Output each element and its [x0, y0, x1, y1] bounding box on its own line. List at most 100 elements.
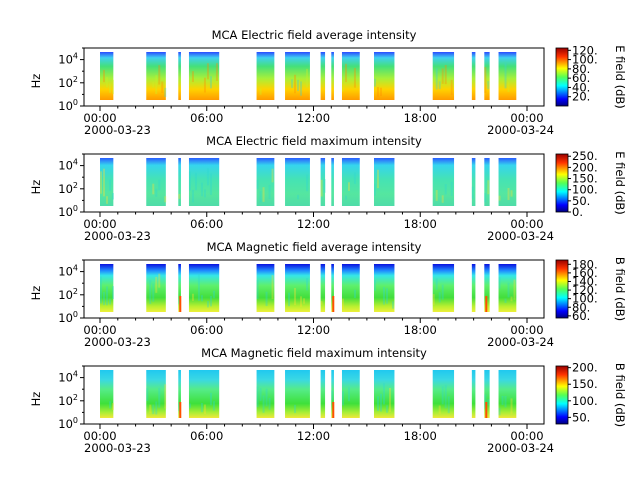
spectrogram-texture: [379, 87, 382, 97]
spectrogram-texture: [438, 81, 441, 90]
x-tick-label: 12:00: [297, 429, 330, 443]
spectrogram-texture: [510, 398, 513, 414]
colorbar-tick-label: 120.: [572, 43, 598, 57]
spectrogram-texture: [271, 168, 274, 183]
spectrogram-texture: [323, 179, 326, 193]
spectrogram-block: [320, 52, 326, 100]
spectrogram-block: [178, 52, 181, 100]
spectrogram-texture: [297, 79, 300, 92]
spectrogram-texture: [152, 404, 155, 415]
y-tick-label: 104: [58, 52, 78, 67]
spectrogram-texture: [197, 274, 200, 301]
spectrogram-block: [341, 158, 360, 206]
x-date-label: 2000-03-23: [84, 123, 151, 137]
spectrogram-block: [471, 264, 476, 312]
colorbar-tick-label: 60.: [572, 71, 590, 85]
chart-title: MCA Magnetic field average intensity: [207, 240, 422, 254]
spectrogram-texture: [259, 88, 262, 95]
spectrogram-texture: [178, 194, 181, 199]
spectrogram-texture: [444, 384, 447, 409]
panel-2: MCA Electric field maximum intensity Hz 10…: [29, 134, 627, 243]
spectrogram-block: [341, 370, 360, 418]
spectrogram-texture: [100, 276, 102, 304]
spectrogram-texture: [188, 403, 191, 409]
spectrogram-texture: [344, 195, 347, 200]
spectrogram-texture: [203, 404, 206, 415]
spectrogram-texture: [200, 182, 203, 197]
spectrogram-texture: [513, 279, 516, 300]
spectrogram-texture: [265, 388, 268, 407]
spectrogram-block: [256, 158, 275, 206]
spectrogram-texture: [376, 169, 379, 189]
x-tick-label: 06:00: [190, 217, 223, 231]
spectrogram-block: [100, 158, 114, 206]
y-tick-label: 104: [58, 264, 78, 279]
spectrogram-texture: [484, 67, 487, 93]
spectrogram-texture: [291, 79, 294, 88]
spectrogram-texture: [441, 195, 444, 203]
spectrogram-texture: [487, 399, 490, 406]
x-tick-label: 00:00: [83, 217, 116, 231]
spectrogram-texture: [158, 273, 161, 288]
spectrogram-block: [471, 370, 476, 418]
spectrogram-texture: [438, 292, 441, 303]
spectrogram-texture: [294, 288, 297, 306]
spectrogram-texture: [320, 179, 323, 197]
spectrogram-block: [178, 158, 181, 206]
x-tick-label: 00:00: [510, 429, 543, 443]
spectrogram-texture: [294, 404, 297, 414]
spectrogram-texture: [385, 288, 388, 304]
y-tick-label: 100: [58, 310, 78, 325]
x-date-label: 2000-03-24: [487, 123, 554, 137]
colorbar-tick-label: 100.: [572, 394, 598, 408]
y-axis-label: Hz: [29, 180, 43, 195]
spectrogram-block: [498, 52, 517, 100]
x-date-label: 2000-03-24: [487, 229, 554, 243]
spectrogram-block: [373, 52, 395, 100]
colorbar-label: E field (dB): [613, 151, 627, 215]
x-tick-label: 00:00: [510, 111, 543, 125]
spectrogram-texture: [215, 63, 218, 81]
spectrogram-block: [373, 158, 395, 206]
spectrogram-block: [100, 264, 114, 312]
spectrogram-block: [256, 370, 275, 418]
spectrogram-texture: [149, 404, 152, 414]
spectrogram-texture: [507, 188, 510, 201]
spectrogram-texture: [441, 284, 444, 300]
spectrogram-texture: [112, 286, 114, 299]
y-axis-label: Hz: [29, 74, 43, 89]
spectrogram-texture: [382, 383, 385, 405]
intensity-spike: [179, 402, 182, 418]
spectrogram-texture: [484, 394, 487, 409]
spectrogram-texture: [341, 298, 344, 310]
spectrogram-texture: [158, 387, 161, 408]
colorbar-tick-label: 100.: [572, 53, 598, 67]
spectrogram-block: [331, 370, 334, 418]
colorbar-tick-label: 120.: [572, 283, 598, 297]
spectrogram-texture: [294, 74, 297, 94]
colorbar: [555, 47, 569, 107]
spectrogram-texture: [300, 296, 303, 307]
spectrogram-block: [320, 264, 326, 312]
colorbar-label: E field (dB): [613, 45, 627, 109]
spectrogram-texture: [155, 188, 158, 197]
spectrogram-texture: [164, 196, 167, 203]
spectrogram-texture: [161, 81, 164, 93]
spectrogram-texture: [106, 76, 108, 88]
colorbar-tick-label: 50.: [572, 410, 590, 424]
spectrogram-texture: [206, 168, 209, 186]
spectrogram-block: [484, 370, 490, 418]
spectrogram-texture: [441, 68, 444, 84]
spectrogram-texture: [265, 291, 268, 307]
spectrogram-texture: [504, 298, 507, 303]
spectrogram-texture: [376, 87, 379, 97]
spectrogram-block: [100, 370, 114, 418]
x-tick-label: 00:00: [83, 429, 116, 443]
x-tick-label: 00:00: [510, 217, 543, 231]
x-tick-label: 00:00: [83, 323, 116, 337]
spectrogram-block: [484, 52, 490, 100]
spectrogram-block: [331, 264, 334, 312]
spectrogram-texture: [303, 298, 306, 304]
colorbar-tick-label: 150.: [572, 377, 598, 391]
